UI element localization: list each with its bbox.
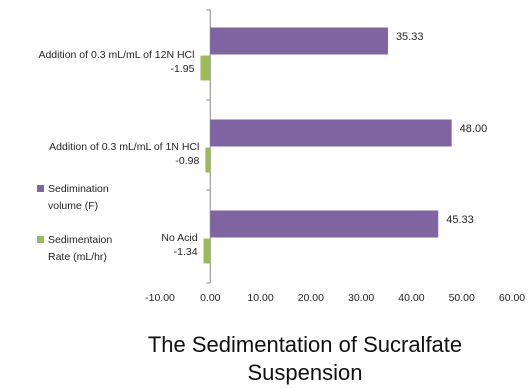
data-label-sedimination-volume: 45.33 — [446, 214, 474, 226]
legend-swatch — [37, 236, 44, 243]
data-label-sedimentation-rate: -1.95 — [171, 63, 195, 75]
x-tick-label: 50.00 — [449, 292, 475, 304]
bar-sedimentation-rate — [205, 147, 211, 173]
x-tick-label: 0.00 — [200, 292, 221, 304]
legend-label: Sedimination — [48, 183, 109, 195]
x-tick-label: 20.00 — [298, 292, 324, 304]
chart-title: The Sedimentation of Sucralfate Suspensio… — [148, 332, 462, 385]
data-label-sedimination-volume: 35.33 — [396, 31, 424, 43]
legend-label: Rate (mL/hr) — [48, 251, 107, 263]
legend-label: volume (F) — [48, 200, 98, 212]
chart-title-line: The Sedimentation of Sucralfate — [148, 332, 462, 357]
chart-title-line: Suspension — [248, 360, 363, 385]
x-tick-label: -10.00 — [145, 292, 175, 304]
x-tick-label: 30.00 — [348, 292, 374, 304]
chart-labels: -10.00 0.00 10.00 20.00 30.00 40.00 50.00 60.00… — [38, 31, 525, 304]
bar-sedimination-volume — [210, 27, 388, 55]
legend-swatch — [37, 185, 44, 192]
data-label-sedimination-volume: 48.00 — [460, 123, 488, 135]
bar-sedimination-volume — [210, 119, 452, 147]
bar-sedimination-volume — [210, 210, 439, 238]
legend-item-sedimination-volume: Sedimination volume (F) — [37, 183, 109, 212]
chart-legend: Sedimination volume (F) Sedimentaion Rate (… — [37, 183, 112, 263]
data-label-sedimentation-rate: -0.98 — [175, 155, 199, 167]
chart-bars — [200, 27, 452, 264]
x-tick-label: 40.00 — [398, 292, 424, 304]
category-label: No Acid — [161, 232, 197, 244]
category-label: Addition of 0.3 mL/mL of 1N HCl — [49, 141, 199, 153]
category-label: Addition of 0.3 mL/mL of 12N HCl — [38, 49, 194, 61]
bar-sedimentation-rate — [203, 238, 211, 264]
legend-item-sedimentation-rate: Sedimentaion Rate (mL/hr) — [37, 234, 112, 263]
x-tick-label: 10.00 — [247, 292, 273, 304]
x-tick-label: 60.00 — [499, 292, 525, 304]
bar-sedimentation-rate — [200, 55, 211, 81]
data-label-sedimentation-rate: -1.34 — [174, 246, 198, 258]
legend-label: Sedimentaion — [48, 234, 112, 246]
